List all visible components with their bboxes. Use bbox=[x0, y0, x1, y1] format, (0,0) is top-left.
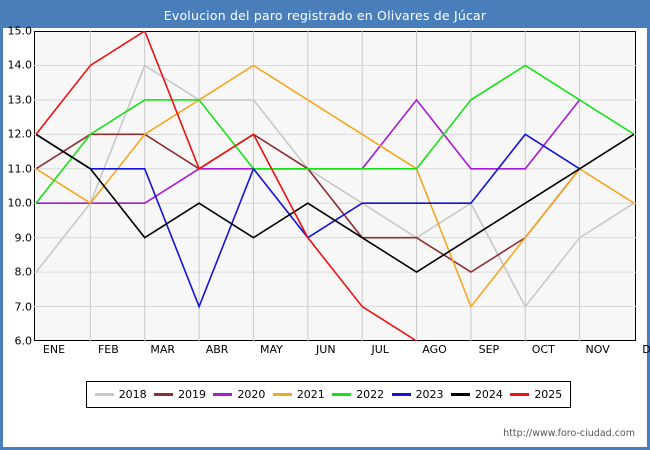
legend-swatch-icon bbox=[94, 393, 114, 396]
legend-item-2018[interactable]: 2018 bbox=[94, 388, 147, 401]
legend-label: 2025 bbox=[534, 388, 563, 401]
legend-label: 2020 bbox=[237, 388, 266, 401]
legend-swatch-icon bbox=[510, 393, 530, 396]
legend-item-2020[interactable]: 2020 bbox=[213, 388, 265, 401]
window-titlebar: Evolucion del paro registrado en Olivare… bbox=[3, 3, 647, 28]
y-axis-labels: 6.0 7.0 8.0 9.0 10.0 11.0 12.0 13.0 14.0 15.0 bbox=[3, 25, 33, 348]
legend-swatch-icon bbox=[450, 393, 470, 396]
x-axis-tick-label-nov: NOV bbox=[585, 343, 610, 356]
series-line-2025 bbox=[35, 31, 417, 341]
source-watermark: http://www.foro-ciudad.com bbox=[503, 428, 635, 439]
legend-item-2024[interactable]: 2024 bbox=[450, 388, 503, 401]
legend-item-2025[interactable]: 2025 bbox=[510, 388, 562, 401]
x-axis-tick-label-ago: AGO bbox=[422, 343, 447, 356]
legend-label: 2022 bbox=[356, 388, 385, 401]
legend-swatch-icon bbox=[213, 393, 233, 396]
y-axis-tick-label: 8.0 bbox=[14, 265, 33, 279]
x-axis-tick-label-sep: SEP bbox=[478, 343, 500, 356]
x-axis-labels: ENE FEB MAR ABR MAY JUN JUL AGO SEP OCT NOV DIC bbox=[34, 343, 650, 361]
x-axis-tick-label-oct: OCT bbox=[531, 343, 555, 356]
chart-canvas bbox=[34, 31, 636, 341]
y-axis-tick-label: 9.0 bbox=[14, 231, 33, 245]
legend-swatch-icon bbox=[391, 393, 411, 396]
series-line-2024 bbox=[35, 133, 635, 274]
plot-area bbox=[34, 31, 636, 341]
y-axis-tick-label: 11.0 bbox=[7, 162, 33, 176]
y-axis-tick-label: 14.0 bbox=[7, 58, 33, 72]
chart-legend: 2018 2019 2020 2021 2022 2023 2024 2025 bbox=[86, 381, 571, 408]
legend-swatch-icon bbox=[332, 393, 352, 396]
x-axis-tick-label-jul: JUL bbox=[371, 343, 389, 356]
x-axis-tick-label-feb: FEB bbox=[97, 343, 119, 356]
y-axis-tick-label: 13.0 bbox=[7, 93, 33, 107]
x-axis-tick-label-may: MAY bbox=[260, 343, 283, 356]
legend-label: 2018 bbox=[118, 388, 147, 401]
page-title: Evolucion del paro registrado en Olivare… bbox=[163, 8, 487, 23]
series-line-2022 bbox=[35, 64, 635, 204]
y-axis-tick-label: 10.0 bbox=[7, 196, 33, 210]
legend-swatch-icon bbox=[154, 393, 174, 396]
legend-item-2019[interactable]: 2019 bbox=[154, 388, 206, 401]
legend-item-2022[interactable]: 2022 bbox=[332, 388, 384, 401]
x-axis-tick-label-mar: MAR bbox=[150, 343, 176, 356]
series-line-2018 bbox=[35, 64, 635, 309]
x-axis-tick-label-ene: ENE bbox=[42, 343, 66, 356]
legend-label: 2021 bbox=[296, 388, 325, 401]
y-axis-tick-label: 7.0 bbox=[14, 300, 33, 314]
legend-label: 2019 bbox=[178, 388, 207, 401]
x-axis-tick-label-jun: JUN bbox=[316, 343, 336, 356]
legend-label: 2024 bbox=[474, 388, 503, 401]
x-axis-tick-label-dic: DIC bbox=[642, 343, 650, 356]
series-line-2021 bbox=[35, 64, 635, 309]
legend-item-2021[interactable]: 2021 bbox=[272, 388, 325, 401]
y-axis-tick-label: 6.0 bbox=[14, 334, 33, 348]
legend-label: 2023 bbox=[415, 388, 444, 401]
y-axis-tick-label: 15.0 bbox=[7, 24, 33, 38]
legend-item-2023[interactable]: 2023 bbox=[391, 388, 444, 401]
y-axis-tick-label: 12.0 bbox=[7, 127, 33, 141]
legend-swatch-icon bbox=[272, 393, 292, 396]
x-axis-tick-label-abr: ABR bbox=[205, 343, 229, 356]
